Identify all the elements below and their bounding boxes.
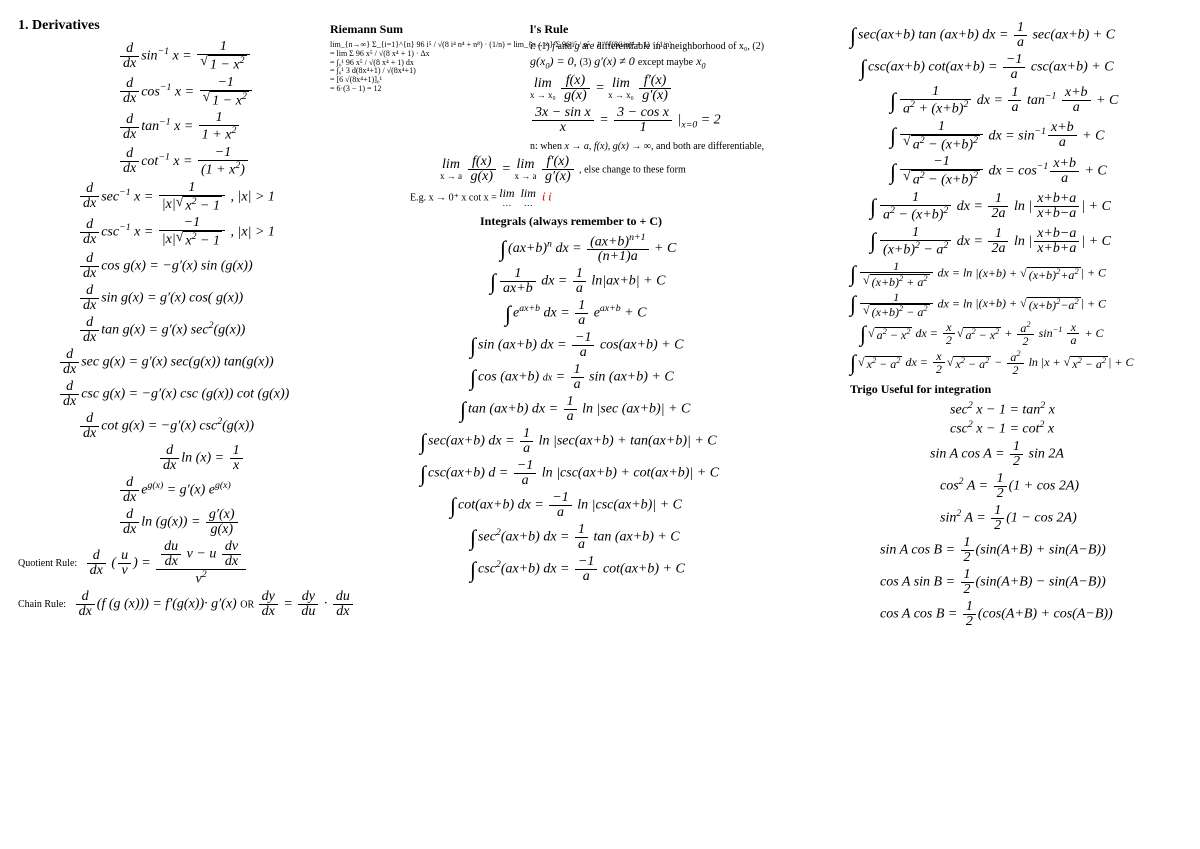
chain-label: Chain Rule: [18, 599, 66, 610]
d-acot: ddxcot−1 x = −1(1 + x2) [118, 146, 358, 178]
tg-cacb: cos A cos B = 12(cos(A+B) + cos(A−B)) [880, 600, 1190, 629]
lhop-inf-note: n: when x → a, f(x), g(x) → ∞, and both … [530, 141, 840, 152]
i-power: (ax+b)n dx = (ax+b)n+1(n+1)a + C [500, 233, 840, 265]
d-ln: ddxln (x) = 1x [158, 444, 358, 473]
t-sqrt1: a2 − x2 dx = x2a2 − x2 + a22 sin−1 xa + … [860, 321, 1190, 347]
riemann-block: Riemann Sum lim_{n→∞} Σ_{i=1}^{n} 96 i⁵ … [330, 18, 500, 152]
tg-sc: sin A cos A = 12 sin 2A [930, 440, 1190, 469]
t-hyp2: 1(x+b)2 − a2 dx = ln (x+b) + (x+b)2−a2 +… [850, 291, 1190, 318]
column-middle: Riemann Sum lim_{n→∞} Σ_{i=1}^{n} 96 i⁵ … [330, 18, 840, 587]
lhop-rule: limx → x₀ f(x)g(x) = limx → x₀ f′(x)g′(x… [530, 74, 840, 103]
d-atan: ddxtan−1 x = 11 + x2 [118, 111, 358, 143]
t-csccot: csc(ax+b) cot(ax+b) = −1a csc(ax+b) + C [860, 53, 1190, 82]
lhop-inf-rule: limx → a f(x)g(x) = limx → a f′(x)g′(x) … [440, 155, 840, 184]
t-hyp1: 1(x+b)2 + a2 dx = ln (x+b) + (x+b)2+a2 +… [850, 260, 1190, 287]
d-asec: ddxsec−1 x = 1xx2 − 1 , x > 1 [78, 181, 358, 214]
formula-sheet: 1. Derivatives ddxsin−1 x = 11 − x2 ddxc… [0, 0, 1200, 849]
lhop-cond1: i: (1) f and g are differentiable in a n… [530, 41, 840, 52]
d-asin: ddxsin−1 x = 11 − x2 [118, 40, 358, 73]
i-cos: cos (ax+b) dx = 1a sin (ax+b) + C [470, 363, 840, 392]
lhop-cond2: g(x0) = 0, (3) g′(x) ≠ 0 except maybe x0 [530, 55, 840, 71]
chain-rule: Chain Rule: ddx(f (g (x))) = f′(g(x))· g… [18, 590, 358, 619]
quotient-label: Quotient Rule: [18, 558, 77, 569]
riemann-title: Riemann Sum [330, 22, 500, 37]
tg-csc: csc2 x − 1 = cot2 x [950, 420, 1190, 437]
i-tan: tan (ax+b) dx = 1a ln sec (ax+b) + C [460, 395, 840, 424]
derivatives-title: 1. Derivatives [18, 18, 358, 34]
i-cot: cot(ax+b) dx = −1a ln csc(ax+b) + C [450, 491, 840, 520]
tg-sec: sec2 x − 1 = tan2 x [950, 401, 1190, 418]
d-cotg: ddxcot g(x) = −g′(x) csc2(g(x)) [78, 412, 358, 441]
d-lng: ddxln (g(x)) = g′(x)g(x) [118, 508, 358, 537]
quotient-rule: Quotient Rule: ddx (uv) = dudx v − u dvd… [18, 540, 358, 587]
d-secg: ddxsec g(x) = g′(x) sec(g(x)) tan(g(x)) [58, 348, 358, 377]
t-atan: 1a2 + (x+b)2 dx = 1a tan−1 x+ba + C [890, 85, 1190, 117]
t-asin: 1a2 − (x+b)2 dx = sin−1x+ba + C [890, 120, 1190, 153]
lhopital-title: l's Rule [530, 22, 840, 37]
t-log2: 1(x+b)2 − a2 dx = 12a ln x+b−ax+b+a + C [870, 226, 1190, 258]
column-right: sec(ax+b) tan (ax+b) dx = 1a sec(ax+b) +… [850, 18, 1190, 632]
i-sin: sin (ax+b) dx = −1a cos(ax+b) + C [470, 331, 840, 360]
d-cscg: ddxcsc g(x) = −g′(x) csc (g(x)) cot (g(x… [58, 380, 358, 409]
t-acos: −1a2 − (x+b)2 dx = cos−1x+ba + C [890, 155, 1190, 188]
d-acsc: ddxcsc−1 x = −1xx2 − 1 , x > 1 [78, 216, 358, 249]
lhop-example: 3x − sin xx = 3 − cos x1 |x=0 = 2 [530, 106, 840, 135]
t-sectan: sec(ax+b) tan (ax+b) dx = 1a sec(ax+b) +… [850, 21, 1190, 50]
t-log1: 1a2 − (x+b)2 dx = 12a ln x+b+ax+b−a + C [870, 191, 1190, 223]
tg-casb: cos A sin B = 12(sin(A+B) − sin(A−B)) [880, 568, 1190, 597]
i-sec: sec(ax+b) dx = 1a ln sec(ax+b) + tan(ax+… [420, 427, 840, 456]
t-sqrt2: x2 − a2 dx = x2x2 − a2 − a22 ln x + x2 −… [850, 350, 1190, 376]
i-sec2: sec2(ax+b) dx = 1a tan (ax+b) + C [470, 523, 840, 552]
d-tang: ddxtan g(x) = g′(x) sec2(g(x)) [78, 316, 358, 345]
lhopital-block: l's Rule i: (1) f and g are differentiab… [530, 18, 840, 152]
tg-sin2: sin2 A = 12(1 − cos 2A) [940, 504, 1190, 533]
i-csc2: csc2(ax+b) dx = −1a cot(ax+b) + C [470, 555, 840, 584]
d-cosg: ddxcos g(x) = −g′(x) sin (g(x)) [78, 252, 358, 281]
tg-sacb: sin A cos B = 12(sin(A+B) + sin(A−B)) [880, 536, 1190, 565]
i-exp: eax+b dx = 1a eax+b + C [505, 299, 840, 328]
tg-cos2: cos2 A = 12(1 + cos 2A) [940, 472, 1190, 501]
d-acos: ddxcos−1 x = −11 − x2 [118, 76, 358, 109]
d-expg: ddxeg(x) = g′(x) eg(x) [118, 476, 358, 505]
integrals-title: Integrals (always remember to + C) [480, 214, 840, 229]
trigo-title: Trigo Useful for integration [850, 382, 1190, 397]
i-recip: 1ax+b dx = 1a lnax+b + C [490, 267, 840, 296]
column-derivatives: 1. Derivatives ddxsin−1 x = 11 − x2 ddxc… [18, 18, 358, 622]
lhop-eg: E.g. x → 0⁺ x cot x = lim… lim… ἰ ἰ [410, 187, 840, 208]
d-sing: ddxsin g(x) = g′(x) cos( g(x)) [78, 284, 358, 313]
riemann-l6: = 6·(3 − 1) = 12 [330, 85, 500, 94]
i-csc: csc(ax+b) d = −1a ln csc(ax+b) + cot(ax+… [420, 459, 840, 488]
